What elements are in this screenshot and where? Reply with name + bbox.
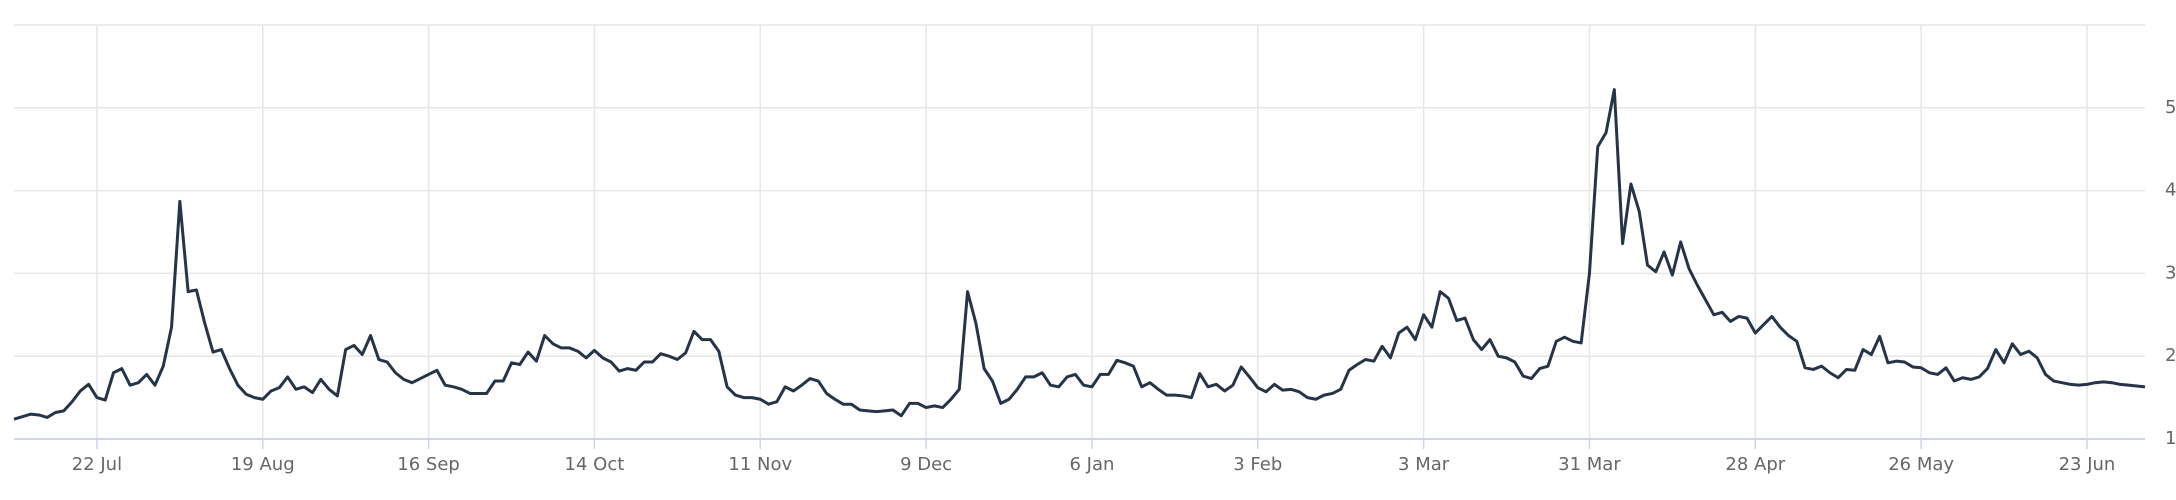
y-tick-label: 50	[2165, 97, 2176, 118]
line-series	[13, 88, 2146, 421]
x-tick-label: 23 Jun	[2059, 454, 2116, 475]
x-tick-label: 28 Apr	[1725, 454, 1785, 475]
x-tick-label: 9 Dec	[900, 454, 952, 475]
x-tick-label: 22 Jul	[72, 454, 122, 475]
y-tick-label: 30	[2165, 262, 2176, 283]
x-tick-label: 16 Sep	[397, 454, 460, 475]
x-tick-label: 26 May	[1888, 454, 1954, 475]
x-tick-label: 14 Oct	[565, 454, 625, 475]
y-tick-label: 40	[2165, 180, 2176, 201]
x-tick-label: 3 Mar	[1398, 454, 1450, 475]
x-tick-label: 11 Nov	[728, 454, 792, 475]
x-tick-label: 31 Mar	[1558, 454, 1621, 475]
y-tick-label: 10	[2165, 428, 2176, 449]
x-tick-label: 6 Jan	[1069, 454, 1114, 475]
y-tick-label: 20	[2165, 345, 2176, 366]
x-tick-label: 19 Aug	[231, 454, 295, 475]
x-tick-label: 3 Feb	[1233, 454, 1282, 475]
